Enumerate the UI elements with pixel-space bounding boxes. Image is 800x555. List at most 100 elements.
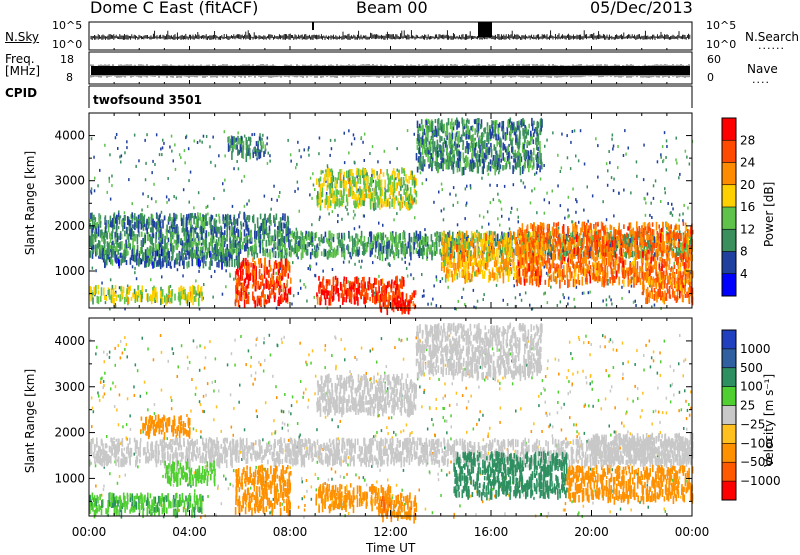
power-panel-noise-cell — [607, 282, 609, 286]
power-panel-noise-cell — [457, 299, 459, 303]
power-panel-cell — [150, 294, 152, 301]
power-panel-cell — [250, 233, 253, 242]
power-panel-cell — [449, 235, 452, 242]
power-panel-noise-cell — [567, 215, 569, 219]
power-panel-cell — [455, 269, 457, 276]
power-panel-cell — [550, 274, 552, 282]
power-panel-cell — [306, 249, 309, 256]
power-panel-noise-cell — [547, 273, 549, 277]
power-panel-cell — [161, 249, 164, 256]
power-panel-cell — [662, 234, 664, 244]
power-panel-noise-cell — [104, 143, 106, 147]
power-panel-cell — [107, 224, 110, 233]
power-panel-cell — [372, 203, 375, 210]
power-panel-cell — [324, 231, 327, 238]
power-panel-cell — [378, 294, 380, 303]
power-panel-cell — [259, 234, 262, 240]
power-panel-cell — [682, 246, 684, 252]
power-panel-cell — [587, 251, 589, 260]
power-panel-cell — [383, 296, 385, 303]
power-panel-cell — [115, 247, 118, 253]
power-panel-cell — [123, 296, 126, 305]
power-panel-cell — [265, 221, 267, 226]
power-panel-cell — [111, 241, 113, 250]
power-panel-cell — [237, 284, 239, 290]
power-panel-cell — [647, 249, 649, 254]
power-panel-cell — [252, 275, 254, 283]
power-panel-cell — [553, 222, 555, 227]
power-panel-cell — [478, 254, 481, 259]
power-panel-cell — [415, 191, 418, 198]
power-panel-cell — [334, 180, 337, 187]
power-panel-noise-cell — [131, 237, 133, 241]
power-panel-noise-cell — [108, 179, 111, 183]
nave-bottom-tick: 0 — [707, 71, 714, 84]
power-panel-cell — [332, 175, 335, 182]
power-panel-cell — [678, 224, 680, 231]
power-panel-cell — [666, 221, 668, 228]
power-panel-noise-cell — [253, 132, 256, 136]
power-panel-cell — [413, 241, 416, 250]
power-panel-cell — [582, 263, 585, 272]
power-panel-noise-cell — [161, 275, 163, 279]
power-panel-cell — [425, 236, 428, 245]
power-panel-cell — [285, 252, 288, 262]
power-panel-noise-cell — [613, 177, 615, 181]
power-panel-cell — [107, 290, 110, 296]
power-panel-noise-cell — [489, 258, 491, 262]
power-panel-cell — [553, 234, 555, 242]
power-panel-cell — [353, 296, 356, 305]
power-panel-cell — [387, 243, 389, 253]
power-panel-noise-cell — [562, 293, 564, 297]
power-panel-noise-cell — [329, 153, 331, 157]
power-panel-cell — [491, 269, 494, 278]
power-panel-cell — [183, 246, 185, 252]
power-panel-noise-cell — [657, 273, 659, 277]
power-panel-cell — [264, 248, 267, 257]
power-panel-cell — [378, 242, 380, 251]
power-panel-cell — [330, 168, 333, 177]
power-panel-cell — [113, 212, 116, 219]
power-panel-cell — [589, 274, 592, 284]
power-panel-cell — [557, 240, 559, 247]
power-panel-cell — [394, 280, 396, 285]
power-panel-cell — [648, 246, 651, 254]
power-panel-cell — [89, 287, 91, 296]
power-panel-noise-cell — [689, 272, 692, 276]
power-panel-cell — [673, 264, 676, 270]
power-panel-cell — [451, 238, 453, 247]
power-panel-cell — [554, 267, 556, 274]
power-panel-cell — [680, 254, 683, 263]
power-panel-cell — [482, 274, 484, 279]
power-panel-noise-cell — [510, 210, 512, 214]
power-panel-cell — [91, 228, 94, 233]
power-panel-cell — [337, 237, 340, 244]
power-panel-cell — [331, 182, 333, 189]
power-panel-noise-cell — [461, 296, 463, 299]
power-panel-noise-cell — [567, 302, 569, 306]
power-panel-noise-cell — [280, 289, 283, 292]
power-panel-cell — [556, 227, 558, 234]
power-panel-cell — [305, 248, 307, 255]
power-panel-noise-cell — [115, 133, 118, 136]
power-panel-noise-cell — [371, 145, 374, 149]
power-panel-cell — [400, 303, 402, 311]
power-panel-cell — [618, 222, 620, 231]
power-panel-noise-cell — [322, 269, 324, 273]
power-panel-cell — [659, 256, 661, 262]
power-panel-cell — [188, 245, 191, 253]
power-panel-cell — [484, 257, 486, 264]
power-panel-cell — [689, 248, 691, 257]
power-panel-cell — [415, 230, 418, 239]
power-panel-cell — [319, 183, 322, 192]
power-panel-cell — [154, 252, 157, 260]
power-panel-cell — [579, 263, 582, 273]
power-panel-cell — [273, 292, 275, 299]
power-panel-cell — [319, 297, 321, 306]
power-panel-cell — [128, 289, 130, 295]
power-panel-cell — [402, 177, 405, 185]
power-panel-noise-cell — [559, 204, 562, 208]
power-panel-cell — [160, 218, 163, 224]
power-panel-cell — [489, 240, 491, 247]
power-panel-noise-cell — [243, 204, 246, 208]
